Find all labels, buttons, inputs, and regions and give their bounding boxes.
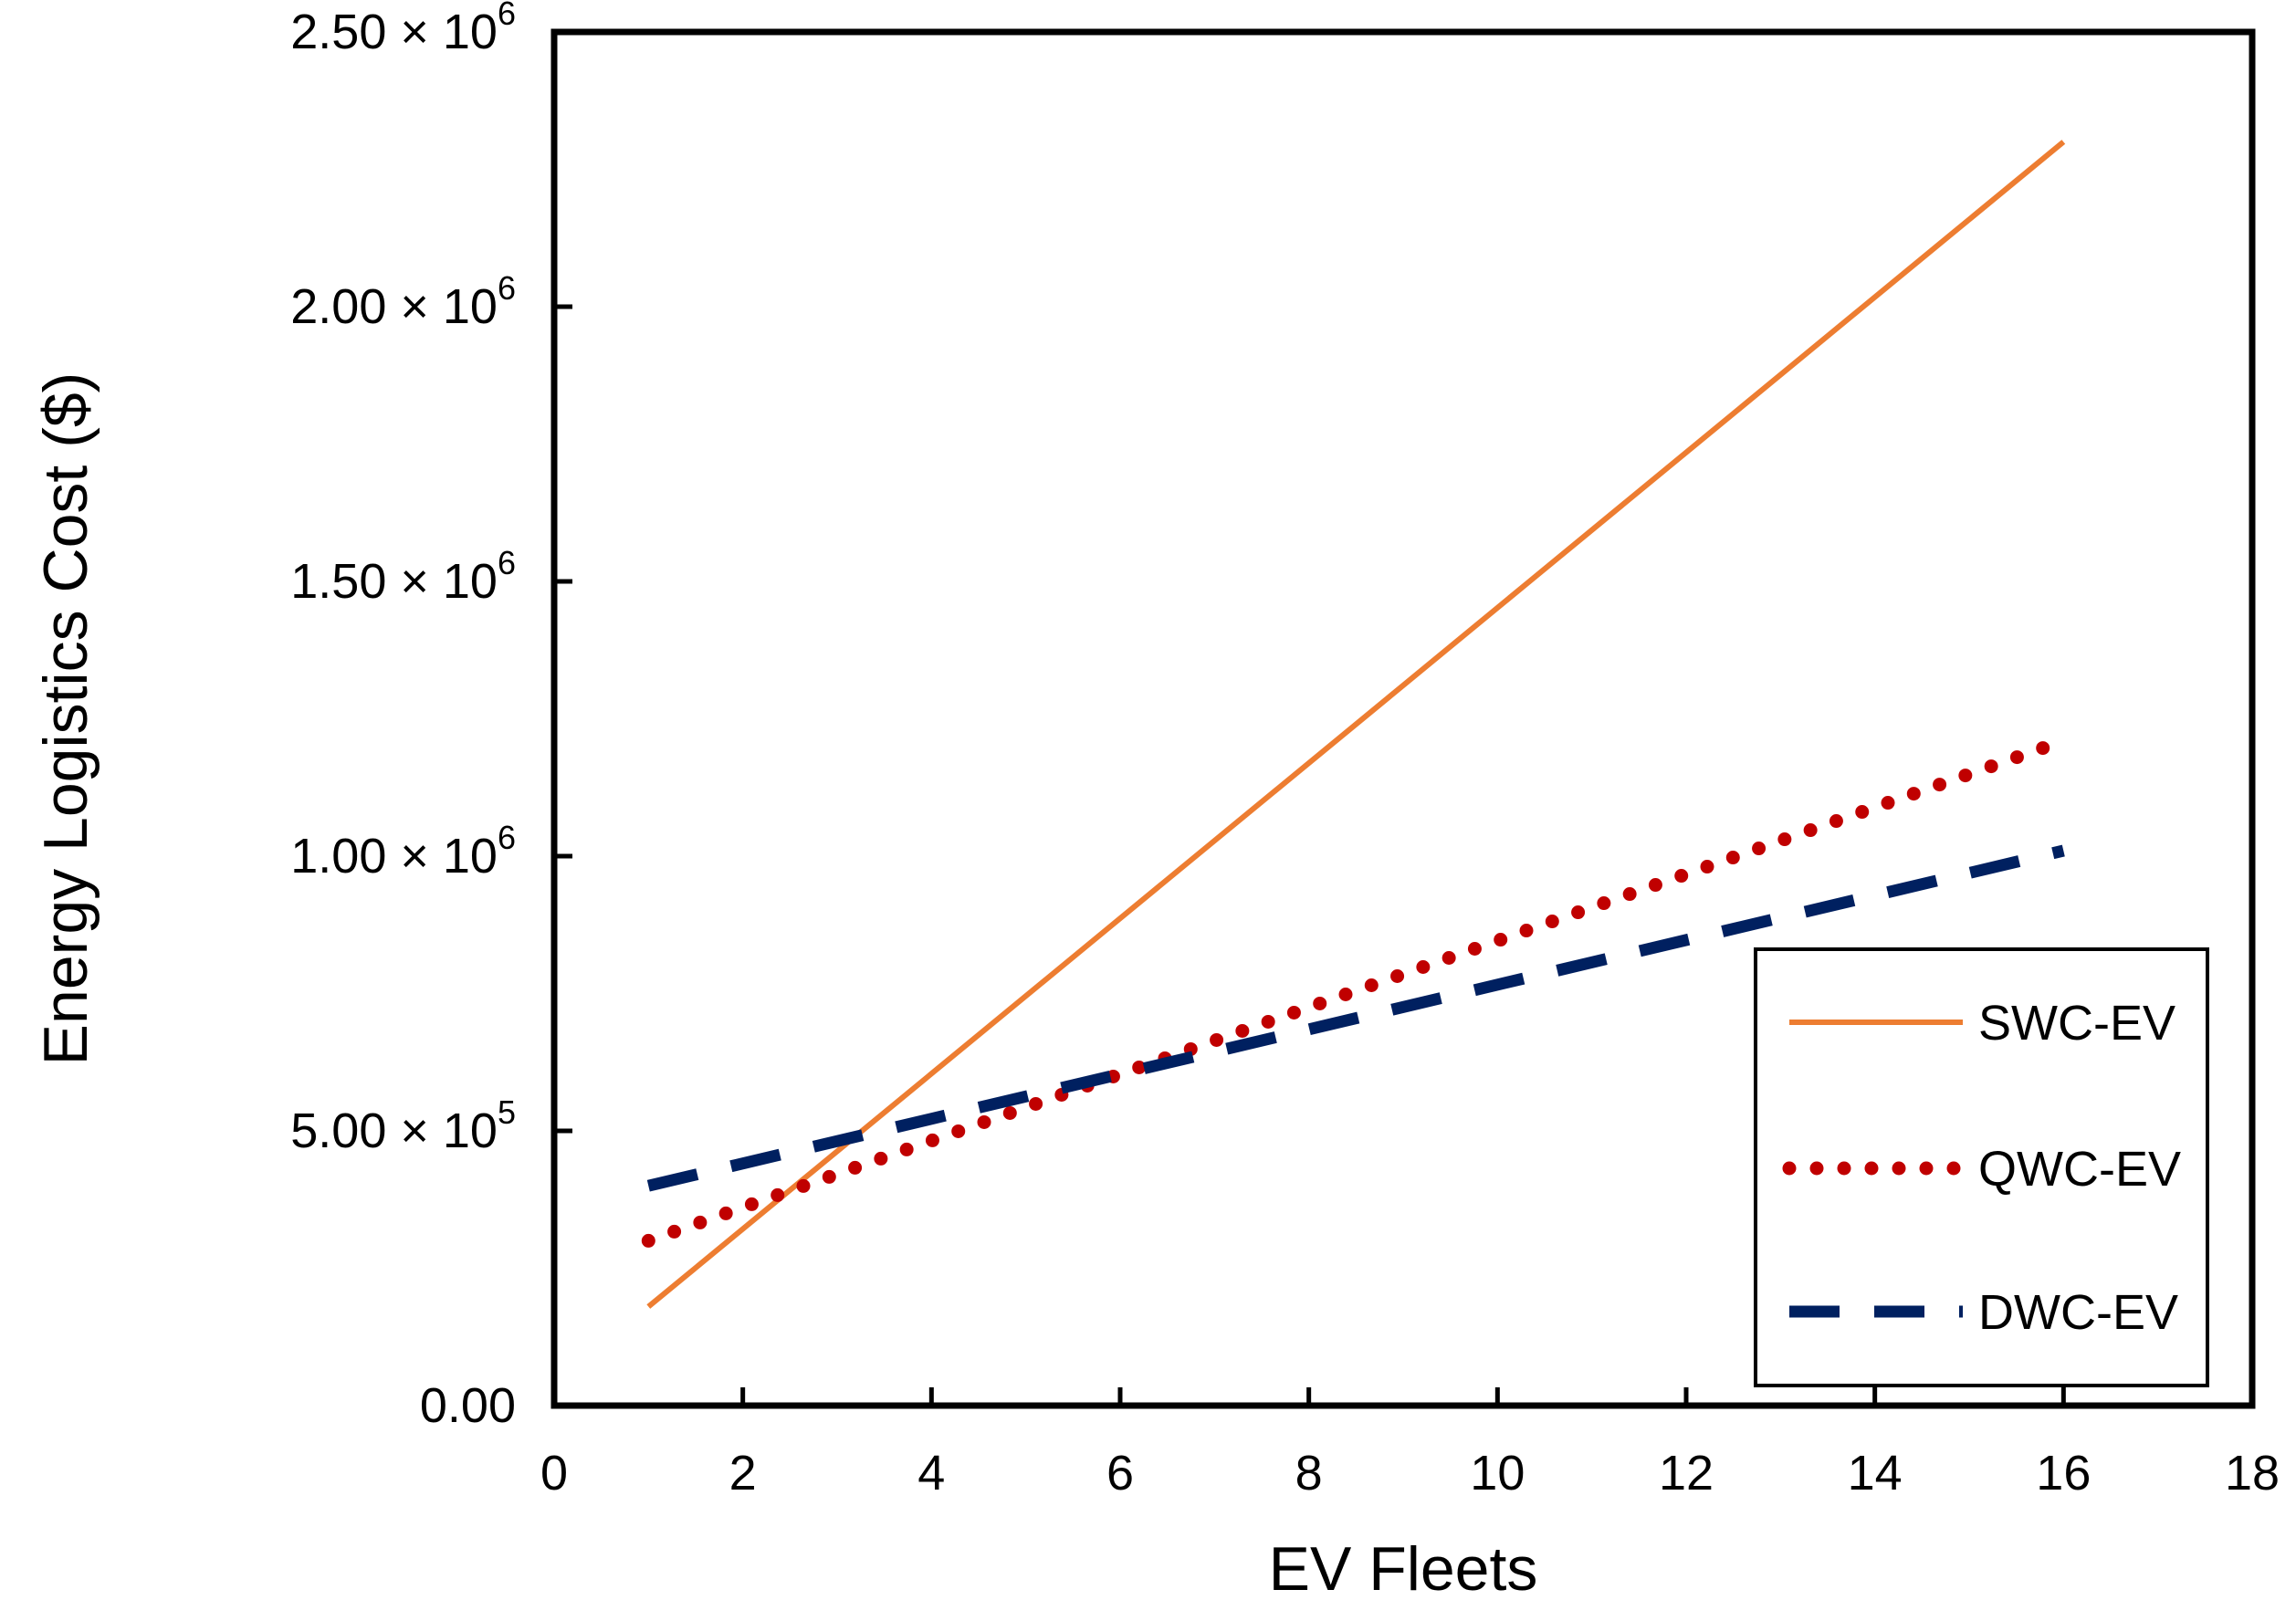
x-tick-label: 12 (1659, 1446, 1714, 1501)
x-tick-label: 6 (1106, 1446, 1134, 1501)
y-axis-title: Energy Logistics Cost ($) (31, 372, 100, 1066)
legend-label-qwc-ev: QWC-EV (1978, 1142, 2181, 1197)
y-tick-label: 2.00 × 106 (290, 269, 516, 334)
y-tick-label: 0.00 (420, 1378, 516, 1433)
x-tick-label: 2 (729, 1446, 757, 1501)
y-tick-label: 5.00 × 105 (290, 1093, 516, 1158)
x-tick-label: 0 (540, 1446, 568, 1501)
legend-label-dwc-ev: DWC-EV (1978, 1285, 2178, 1340)
y-tick-label: 1.50 × 106 (290, 544, 516, 609)
x-tick-label: 4 (917, 1446, 945, 1501)
x-tick-label: 8 (1295, 1446, 1323, 1501)
series-line-qwc-ev (641, 734, 2071, 1248)
y-tick-label: 2.50 × 106 (290, 0, 516, 59)
x-tick-label: 10 (1470, 1446, 1525, 1501)
y-tick-label: 1.00 × 106 (290, 819, 516, 884)
x-tick-label: 18 (2225, 1446, 2280, 1501)
x-axis-title: EV Fleets (1269, 1534, 1538, 1604)
series-line-dwc-ev (646, 844, 2065, 1192)
x-tick-label: 16 (2036, 1446, 2091, 1501)
x-tick-label: 14 (1848, 1446, 1903, 1501)
series-line-swc-ev (646, 140, 2066, 1309)
legend-label-swc-ev: SWC-EV (1978, 996, 2175, 1051)
plot-frame (550, 28, 2256, 1409)
